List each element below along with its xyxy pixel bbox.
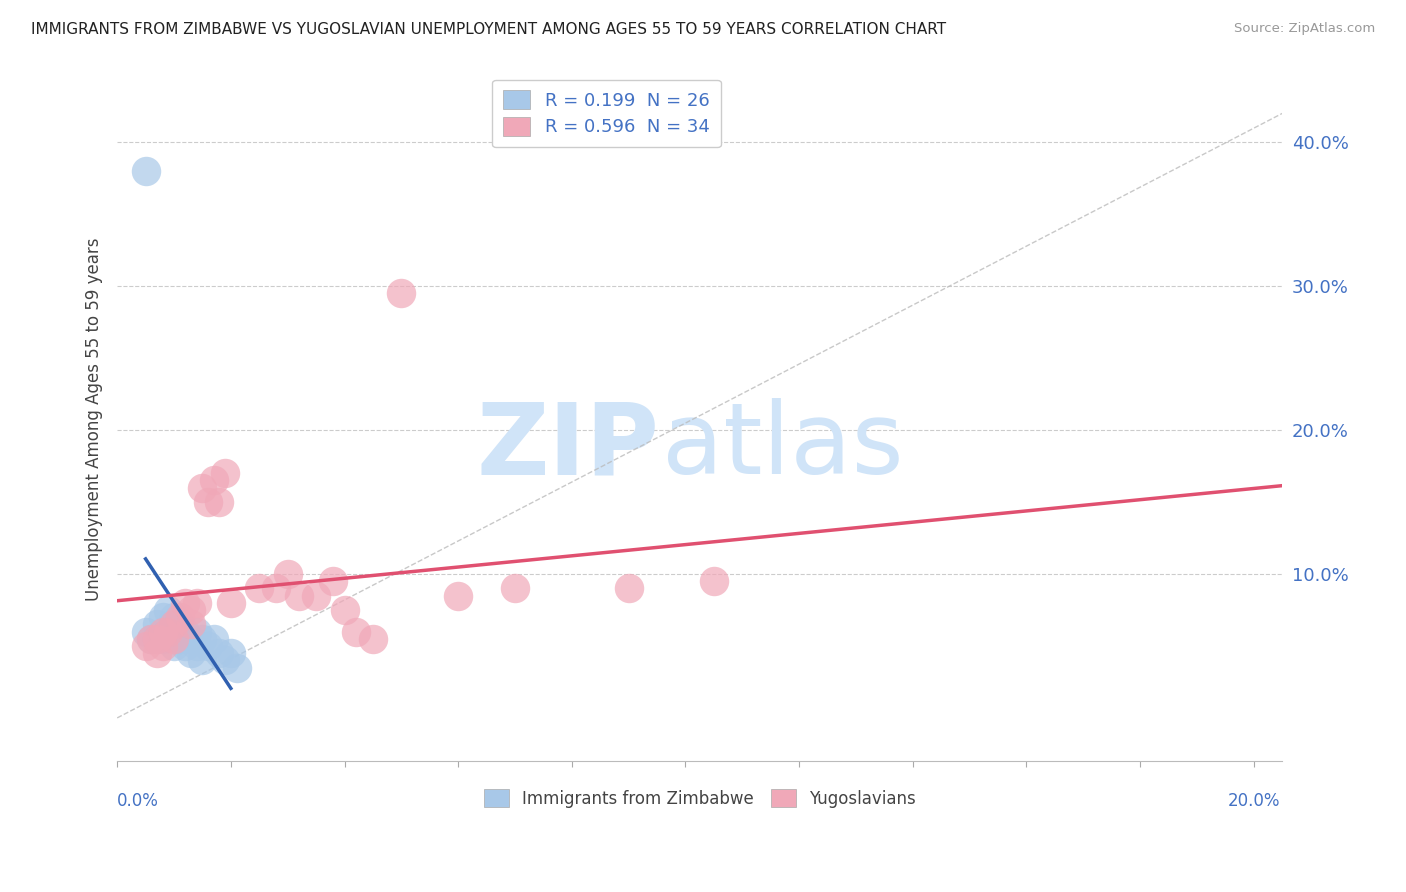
Point [186,624,208,639]
Point [152,632,174,646]
Point [180,646,202,660]
Point [180,617,202,632]
Point [389,286,412,301]
Point [174,596,197,610]
Legend: Immigrants from Zimbabwe, Yugoslavians: Immigrants from Zimbabwe, Yugoslavians [477,783,922,814]
Point [180,603,202,617]
Point [703,574,725,589]
Point [152,639,174,653]
Point [163,632,186,646]
Point [169,632,191,646]
Point [219,646,242,660]
Point [219,596,242,610]
Text: IMMIGRANTS FROM ZIMBABWE VS YUGOSLAVIAN UNEMPLOYMENT AMONG AGES 55 TO 59 YEARS C: IMMIGRANTS FROM ZIMBABWE VS YUGOSLAVIAN … [31,22,946,37]
Point [225,660,247,674]
Point [146,617,169,632]
Point [152,610,174,624]
Point [197,495,219,509]
Point [163,617,186,632]
Point [503,582,526,596]
Text: atlas: atlas [662,398,904,495]
Point [333,603,356,617]
Point [288,589,311,603]
Point [141,632,163,646]
Point [322,574,344,589]
Text: ZIP: ZIP [477,398,659,495]
Point [135,639,157,653]
Point [447,589,470,603]
Point [180,632,202,646]
Point [141,632,163,646]
Point [163,610,186,624]
Point [361,632,384,646]
Point [135,164,157,178]
Point [157,603,180,617]
Text: 20.0%: 20.0% [1227,791,1279,810]
Point [191,632,214,646]
Point [344,624,367,639]
Point [163,639,186,653]
Point [174,624,197,639]
Point [208,646,231,660]
Point [146,632,169,646]
Point [169,610,191,624]
Point [152,624,174,639]
Point [157,624,180,639]
Point [266,582,288,596]
Point [277,566,299,581]
Y-axis label: Unemployment Among Ages 55 to 59 years: Unemployment Among Ages 55 to 59 years [86,237,103,601]
Point [157,624,180,639]
Point [214,467,236,481]
Point [191,653,214,667]
Point [197,639,219,653]
Point [305,589,328,603]
Point [135,624,157,639]
Point [214,653,236,667]
Point [174,639,197,653]
Point [202,474,225,488]
Text: 0.0%: 0.0% [117,791,159,810]
Point [146,646,169,660]
Point [247,582,270,596]
Point [186,639,208,653]
Point [191,481,214,495]
Text: Source: ZipAtlas.com: Source: ZipAtlas.com [1234,22,1375,36]
Point [169,617,191,632]
Point [186,596,208,610]
Point [202,632,225,646]
Point [208,495,231,509]
Point [617,582,640,596]
